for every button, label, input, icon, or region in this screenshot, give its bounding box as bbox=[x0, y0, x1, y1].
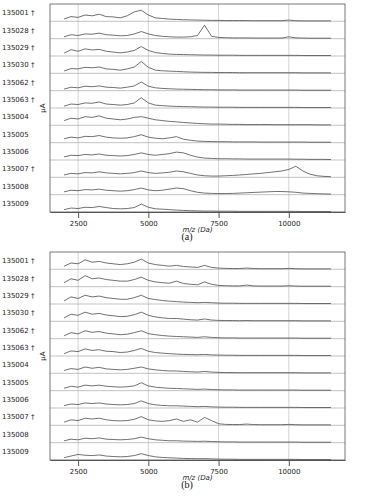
spectrum-line bbox=[64, 135, 331, 142]
row-label: 135001 † bbox=[2, 257, 35, 265]
spectrum-line bbox=[64, 312, 331, 321]
row-label: 135029 † bbox=[2, 292, 35, 300]
row-label: 135006 bbox=[2, 396, 29, 404]
row-label: 135009 bbox=[2, 448, 29, 456]
x-tick: 2500 bbox=[70, 212, 88, 228]
row-label: 135030 † bbox=[2, 61, 35, 69]
row-label: 135028 † bbox=[2, 275, 35, 283]
spectrum-line bbox=[64, 437, 331, 442]
figure: 135001 † 135028 † 135029 † 135030 † 135062 †… bbox=[0, 0, 374, 496]
row-lines bbox=[50, 21, 345, 194]
spectrum-line bbox=[64, 10, 331, 21]
x-tick-label: 2500 bbox=[70, 220, 88, 228]
spectrum-line bbox=[64, 454, 331, 460]
spectrum-line bbox=[64, 348, 331, 355]
row-separator bbox=[50, 160, 345, 161]
row-label: 135004 bbox=[2, 361, 29, 369]
spectrum-line bbox=[64, 367, 331, 373]
row-label: 135063 † bbox=[2, 344, 35, 352]
x-tick-label: 5000 bbox=[140, 468, 158, 476]
row-label: 135028 † bbox=[2, 27, 35, 35]
row-label: 135029 † bbox=[2, 44, 35, 52]
spectrum-line bbox=[64, 417, 331, 425]
row-label: 135008 bbox=[2, 183, 29, 191]
panel: 135001 † 135028 † 135029 † 135030 † 135062 †… bbox=[2, 4, 346, 243]
row-separator bbox=[50, 194, 345, 195]
spectrum-line bbox=[64, 295, 331, 303]
panel: 135001 † 135028 † 135029 † 135030 † 135062 †… bbox=[2, 252, 346, 491]
spectrum-line bbox=[64, 25, 331, 38]
x-tick-mark bbox=[289, 212, 290, 218]
x-tick-label: 7500 bbox=[210, 220, 228, 228]
spectrum-line bbox=[64, 82, 331, 90]
row-label: 135030 † bbox=[2, 309, 35, 317]
x-tick-mark bbox=[148, 212, 149, 218]
spectrum-line bbox=[64, 204, 331, 211]
row-label: 135007 † bbox=[2, 413, 35, 421]
spectrum-line bbox=[64, 47, 331, 56]
row-label: 135005 bbox=[2, 379, 29, 387]
x-tick-label: 5000 bbox=[140, 220, 158, 228]
spectrum-line bbox=[64, 401, 331, 408]
panel-title: (b) bbox=[181, 479, 193, 491]
y-axis-title: µA bbox=[39, 103, 47, 112]
row-label: 135063 † bbox=[2, 96, 35, 104]
x-tick-label: 7500 bbox=[210, 468, 228, 476]
traces bbox=[64, 10, 331, 211]
spectrum-line bbox=[64, 331, 331, 338]
x-tick: 10000 bbox=[278, 460, 300, 476]
x-tick-label: 2500 bbox=[70, 468, 88, 476]
row-lines bbox=[50, 269, 345, 442]
spectrum-line bbox=[64, 152, 331, 159]
plot-frame bbox=[50, 252, 345, 460]
x-tick-label: 10000 bbox=[278, 220, 300, 228]
y-axis-title: µA bbox=[39, 351, 47, 360]
row-label: 135004 bbox=[2, 113, 29, 121]
row-label: 135006 bbox=[2, 148, 29, 156]
row-label: 135062 † bbox=[2, 79, 35, 87]
spectrum-line bbox=[64, 166, 331, 176]
spectrum-line bbox=[64, 188, 331, 194]
x-tick-mark bbox=[148, 460, 149, 466]
spectrum-line bbox=[64, 276, 331, 287]
x-tick-mark bbox=[78, 212, 79, 218]
x-axis-line bbox=[51, 212, 346, 213]
row-label: 135009 bbox=[2, 200, 29, 208]
x-axis-line bbox=[51, 460, 346, 461]
x-tick-mark bbox=[289, 460, 290, 466]
x-tick-mark bbox=[219, 212, 220, 218]
x-tick-mark bbox=[219, 460, 220, 466]
spectrum-line bbox=[64, 116, 331, 125]
row-label: 135008 bbox=[2, 431, 29, 439]
row-separator bbox=[50, 177, 345, 178]
row-label: 135001 † bbox=[2, 9, 35, 17]
x-tick: 5000 bbox=[140, 212, 158, 228]
traces bbox=[64, 259, 331, 459]
x-tick: 7500 bbox=[210, 460, 228, 476]
panel-title: (a) bbox=[181, 231, 192, 243]
spectrum-line bbox=[64, 61, 331, 72]
x-tick: 7500 bbox=[210, 212, 228, 228]
x-tick: 2500 bbox=[70, 460, 88, 476]
x-tick-mark bbox=[78, 460, 79, 466]
row-label: 135007 † bbox=[2, 165, 35, 173]
spectrum-line bbox=[64, 383, 331, 390]
spectrum-line bbox=[64, 259, 331, 269]
x-tick: 5000 bbox=[140, 460, 158, 476]
x-tick: 10000 bbox=[278, 212, 300, 228]
plot-frame bbox=[50, 4, 345, 212]
x-tick-label: 10000 bbox=[278, 468, 300, 476]
spectrum-line bbox=[64, 98, 331, 108]
row-label: 135005 bbox=[2, 131, 29, 139]
row-label: 135062 † bbox=[2, 327, 35, 335]
